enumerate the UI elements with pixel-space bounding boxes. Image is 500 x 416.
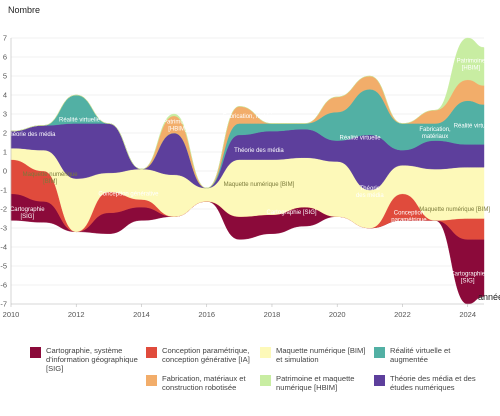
legend-swatch [260,375,271,386]
y-tick-label: 0 [3,167,7,176]
stream-label-sig: Cartographie [SIG] [10,207,45,220]
legend-swatch [30,347,41,358]
stream-label-vr: Réalité virtuelle [454,123,496,129]
stream-label-fab: Fabrication, matériaux [419,127,451,140]
legend-label: Cartographie, système d'information géog… [46,346,138,373]
legend-label: Patrimoine et maquette numérique [HBIM] [276,374,355,392]
y-tick-label: -2 [0,205,7,214]
x-tick-label: 2012 [68,310,85,319]
legend-item-bim: Maquette numérique [BIM] et simulation [260,346,365,364]
legend-label: Théorie des média et des études numériqu… [390,374,476,392]
stream-hbim [10,37,485,189]
stream-label-vr: Réalité virtuelle [59,118,101,124]
y-tick-label: -5 [0,262,7,271]
x-tick-label: 2016 [198,310,215,319]
axes: -7 -6 -5 -4 -3 -2 -1 0 1 2 3 4 5 6 7 2010 2012 2014 2016 20… [0,34,484,319]
legend-swatch [374,347,385,358]
streams [10,37,485,305]
y-tick-label: 1 [3,148,7,157]
stream-label-sig: Cartographie [SIG] [450,272,485,285]
legend-label: Conception paramétrique, conception géné… [162,346,250,364]
y-tick-label: 5 [3,72,7,81]
y-tick-label: -3 [0,224,7,233]
stream-label-bim: Maquette numérique [BIM] [23,172,79,185]
y-tick-label: -1 [0,186,7,195]
x-tick-label: 2014 [133,310,150,319]
stream-label-fab: Fabrication, matériaux [223,114,282,120]
x-tick-label: 2010 [3,310,20,319]
legend-label: Fabrication, matériaux et construction r… [162,374,246,392]
stream-label-ia: Conception générative [98,192,159,198]
y-tick-label: 2 [3,129,7,138]
y-tick-label: 4 [3,91,7,100]
stream-label-hbim: Patrimoine [HBIM] [163,120,192,133]
x-tick-label: 2022 [394,310,411,319]
legend-label: Maquette numérique [BIM] et simulation [276,346,366,364]
stream-label-ia: Conception paramétrique [391,211,427,224]
stream-label-media: Théorie des média [356,186,384,199]
stream-label-sig: Cartographie [SIG] [267,210,317,216]
streamgraph-chart: Théorie des média Réalité virtuelle Maquet… [0,5,500,319]
stream-labels: Théorie des média Réalité virtuelle Maquet… [6,59,496,285]
legend-label: Réalité virtuelle et augmentée [390,346,451,364]
legend-swatch [374,375,385,386]
stream-label-vr: Réalité virtuelle [340,136,382,142]
legend-item-hbim: Patrimoine et maquette numérique [HBIM] [260,374,355,392]
legend-item-fab: Fabrication, matériaux et construction r… [146,374,246,392]
stream-label-bim: Maquette numérique [BIM] [224,182,295,188]
y-tick-label: 6 [3,53,7,62]
legend-item-sig: Cartographie, système d'information géog… [30,346,138,373]
stream-label-hbim: Patrimoine [HBIM] [457,59,486,72]
legend-swatch [260,347,271,358]
y-axis-title: Nombre [8,5,40,15]
y-tick-label: 3 [3,110,7,119]
y-tick-label: -7 [0,300,7,309]
legend-swatch [146,347,157,358]
stream-label-media: Théorie des média [234,148,284,154]
stream-label-media: Théorie des média [6,132,56,138]
legend-item-ia: Conception paramétrique, conception géné… [146,346,250,364]
x-tick-label: 2020 [329,310,346,319]
legend-swatch [146,375,157,386]
x-tick-label: 2018 [264,310,281,319]
y-tick-label: -6 [0,281,7,290]
x-axis-title: année [478,292,500,302]
legend-item-media: Théorie des média et des études numériqu… [374,374,476,392]
x-tick-label: 2024 [459,310,476,319]
y-tick-label: 7 [3,34,7,43]
stream-label-bim: Maquette numérique [BIM] [419,207,490,213]
legend-item-vr: Réalité virtuelle et augmentée [374,346,450,364]
y-tick-label: -4 [0,243,7,252]
